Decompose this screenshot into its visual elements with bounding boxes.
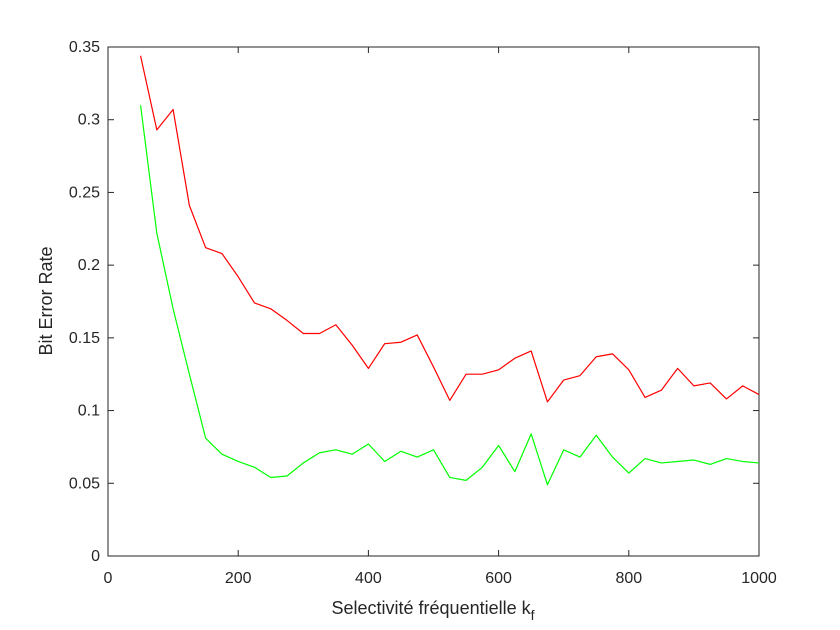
x-tick-label: 1000 — [741, 570, 777, 587]
y-tick-label: 0.1 — [78, 403, 100, 420]
series-lines — [139, 55, 760, 486]
x-tick-label: 600 — [485, 570, 512, 587]
y-tick-label: 0.3 — [78, 112, 100, 129]
y-tick-label: 0.35 — [69, 39, 100, 56]
y-tick-label: 0.05 — [69, 475, 100, 492]
x-tick-label: 200 — [225, 570, 252, 587]
axis-ticks: 0 200 400 600 800 1000 0 0.05 0.1 0.15 0.2 0.25 0.3 0… — [69, 39, 777, 587]
y-tick-label: 0.25 — [69, 184, 100, 201]
x-tick-label: 0 — [104, 570, 113, 587]
y-tick-label: 0.15 — [69, 330, 100, 347]
x-tick-label: 800 — [615, 570, 642, 587]
y-axis-label: Bit Error Rate — [36, 246, 56, 355]
series-line-1 — [139, 55, 760, 403]
x-tick-label: 400 — [355, 570, 382, 587]
y-tick-label: 0.2 — [78, 257, 100, 274]
y-tick-label: 0 — [91, 548, 100, 565]
plot-area — [107, 46, 760, 557]
x-axis-label-main: Selectivité fréquentielle k — [332, 598, 532, 618]
x-axis-label-subscript: f — [531, 607, 535, 623]
x-axis-label: Selectivité fréquentielle kf — [332, 598, 535, 623]
series-line-2 — [139, 105, 760, 486]
